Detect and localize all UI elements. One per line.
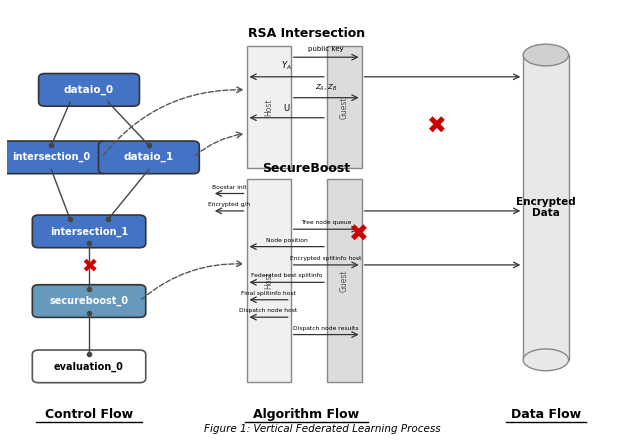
FancyBboxPatch shape <box>33 215 146 248</box>
Text: Dispatch node results: Dispatch node results <box>293 325 359 331</box>
Text: Figure 1: Vertical Federated Learning Process: Figure 1: Vertical Federated Learning Pr… <box>204 424 440 434</box>
Bar <box>246 179 291 381</box>
Text: intersection_0: intersection_0 <box>12 152 90 162</box>
FancyBboxPatch shape <box>99 141 199 174</box>
Text: Guest: Guest <box>340 96 349 119</box>
Ellipse shape <box>523 349 568 371</box>
Text: Boostar init: Boostar init <box>212 185 246 190</box>
Text: Encrypted splitinfo host: Encrypted splitinfo host <box>291 256 362 261</box>
Text: ✖: ✖ <box>349 222 369 247</box>
Bar <box>327 46 362 168</box>
Text: Algorithm Flow: Algorithm Flow <box>253 408 360 421</box>
Text: ✖: ✖ <box>81 257 97 276</box>
Bar <box>523 55 568 360</box>
Text: evaluation_0: evaluation_0 <box>54 361 124 371</box>
Text: Control Flow: Control Flow <box>45 408 133 421</box>
Text: Guest: Guest <box>340 269 349 292</box>
Text: Dispatch node host: Dispatch node host <box>239 308 298 313</box>
Bar <box>327 179 362 381</box>
Text: $Y_A$: $Y_A$ <box>282 60 292 72</box>
Text: $Z_A$, $Z_B$: $Z_A$, $Z_B$ <box>315 83 337 93</box>
Text: Host: Host <box>264 272 273 289</box>
FancyBboxPatch shape <box>0 141 108 174</box>
Text: U: U <box>284 104 290 113</box>
Text: Data Flow: Data Flow <box>511 408 581 421</box>
Text: dataio_1: dataio_1 <box>124 152 174 162</box>
Text: Final splitinfo host: Final splitinfo host <box>241 291 296 296</box>
Text: public key: public key <box>308 46 344 52</box>
Text: SecureBoost: SecureBoost <box>262 162 351 175</box>
Text: Tree node queue: Tree node queue <box>301 220 351 225</box>
Text: RSA Intersection: RSA Intersection <box>248 27 365 40</box>
Ellipse shape <box>523 44 568 66</box>
FancyBboxPatch shape <box>33 350 146 383</box>
Text: intersection_1: intersection_1 <box>50 226 128 236</box>
Text: Encrypted
Data: Encrypted Data <box>516 197 576 218</box>
Text: Federated best splitinfo: Federated best splitinfo <box>251 273 323 278</box>
Text: Host: Host <box>264 98 273 116</box>
Bar <box>246 46 291 168</box>
Text: Node position: Node position <box>266 238 308 243</box>
FancyBboxPatch shape <box>33 285 146 318</box>
FancyBboxPatch shape <box>38 74 140 106</box>
Text: secureboost_0: secureboost_0 <box>49 296 129 306</box>
Text: Encrypted g/h: Encrypted g/h <box>208 202 250 207</box>
Text: dataio_0: dataio_0 <box>64 85 114 95</box>
Text: ✖: ✖ <box>427 115 447 139</box>
